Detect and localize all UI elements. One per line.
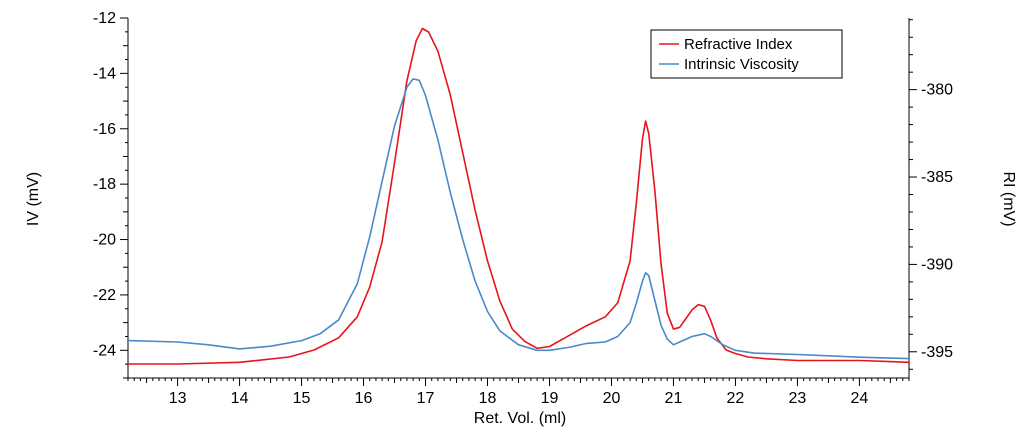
series-layer — [127, 27, 910, 365]
legend-box — [650, 29, 843, 79]
series-line-intrinsic-viscosity — [127, 78, 910, 360]
y-right-tick-label: -395 — [921, 344, 953, 361]
y-left-tick-label: -14 — [93, 65, 116, 82]
x-tick-label: 18 — [479, 390, 497, 407]
y-left-tick-label: -16 — [93, 121, 116, 138]
x-tick-label: 17 — [417, 390, 435, 407]
y-axis-right: -380 -385 -390 -395 — [909, 19, 953, 370]
x-tick-label: 16 — [355, 390, 373, 407]
y-left-tick-label: -22 — [93, 287, 116, 304]
legend-label-refractive-index: Refractive Index — [684, 36, 793, 53]
x-tick-label: 19 — [541, 390, 559, 407]
legend: Refractive Index Intrinsic Viscosity — [650, 29, 843, 79]
y-right-tick-label: -385 — [921, 169, 953, 186]
x-axis-title: Ret. Vol. (ml) — [474, 410, 566, 427]
y-axis-left: -12 -14 -16 -18 -20 -22 -24 — [93, 10, 128, 379]
y-left-tick-label: -20 — [93, 232, 116, 249]
x-tick-label: 21 — [665, 390, 683, 407]
y-right-tick-label: -380 — [921, 82, 953, 99]
x-tick-label: 15 — [293, 390, 311, 407]
x-tick-label: 13 — [169, 390, 187, 407]
legend-label-intrinsic-viscosity: Intrinsic Viscosity — [684, 56, 799, 73]
y-left-tick-label: -12 — [93, 10, 116, 27]
x-tick-label: 23 — [789, 390, 807, 407]
x-tick-label: 14 — [231, 390, 249, 407]
x-tick-label: 24 — [851, 390, 869, 407]
y-axis-right-title: RI (mV) — [1000, 171, 1017, 226]
y-left-tick-label: -24 — [93, 342, 116, 359]
x-tick-label: 22 — [727, 390, 745, 407]
y-axis-left-title: IV (mV) — [25, 172, 42, 226]
y-left-tick-label: -18 — [93, 176, 116, 193]
y-right-tick-label: -390 — [921, 256, 953, 273]
x-axis: 13 14 15 16 17 18 19 20 21 22 23 24 — [127, 378, 910, 407]
series-line-refractive-index — [128, 27, 910, 365]
x-tick-label: 20 — [603, 390, 621, 407]
